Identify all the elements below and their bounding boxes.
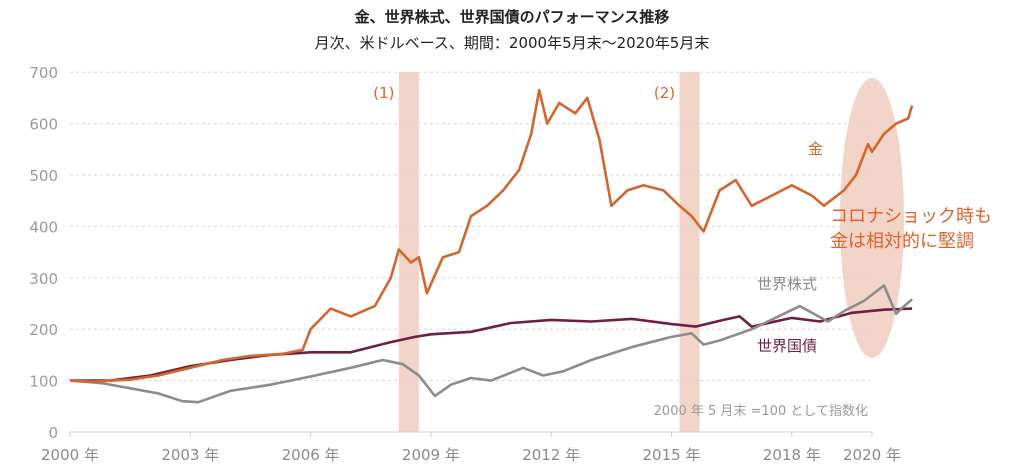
y-tick-label: 700 — [29, 64, 58, 82]
y-tick-label: 0 — [48, 424, 58, 442]
world-bonds-label: 世界国債 — [757, 337, 817, 355]
x-tick-label: 2000 年 — [41, 446, 99, 464]
shaded-period-2 — [679, 72, 700, 432]
x-tick-label: 2020 年 — [843, 446, 901, 464]
y-tick-label: 200 — [29, 321, 58, 339]
world-stocks-label: 世界株式 — [757, 275, 817, 293]
gold-label: 金 — [808, 140, 823, 158]
x-tick-label: 2003 年 — [161, 446, 219, 464]
index-note: 2000 年 5 月末 =100 として指数化 — [654, 404, 868, 419]
shaded-period-label: (2) — [654, 84, 675, 102]
x-tick-label: 2006 年 — [282, 446, 340, 464]
corona-highlight — [840, 78, 904, 358]
chart-subtitle: 月次、米ドルベース、期間：2000年5月末〜2020年5月末 — [314, 34, 710, 52]
y-tick-label: 600 — [29, 116, 58, 134]
y-tick-label: 500 — [29, 167, 58, 185]
shaded-period-1 — [398, 72, 419, 432]
corona-annotation-line1: コロナショック時も — [830, 206, 992, 227]
y-tick-label: 300 — [29, 270, 58, 288]
series-line-world-stocks — [69, 284, 913, 404]
x-tick-label: 2009 年 — [402, 446, 460, 464]
y-tick-label: 100 — [29, 373, 58, 391]
x-tick-label: 2015 年 — [643, 446, 701, 464]
x-tick-label: 2018 年 — [763, 446, 821, 464]
series-line-gold — [69, 88, 914, 383]
y-tick-label: 400 — [29, 218, 58, 236]
corona-annotation-line2: 金は相対的に堅調 — [830, 231, 974, 252]
chart-title: 金、世界株式、世界国債のパフォーマンス推移 — [354, 8, 670, 26]
x-tick-label: 2012 年 — [522, 446, 580, 464]
shaded-period-label: (1) — [373, 84, 394, 102]
